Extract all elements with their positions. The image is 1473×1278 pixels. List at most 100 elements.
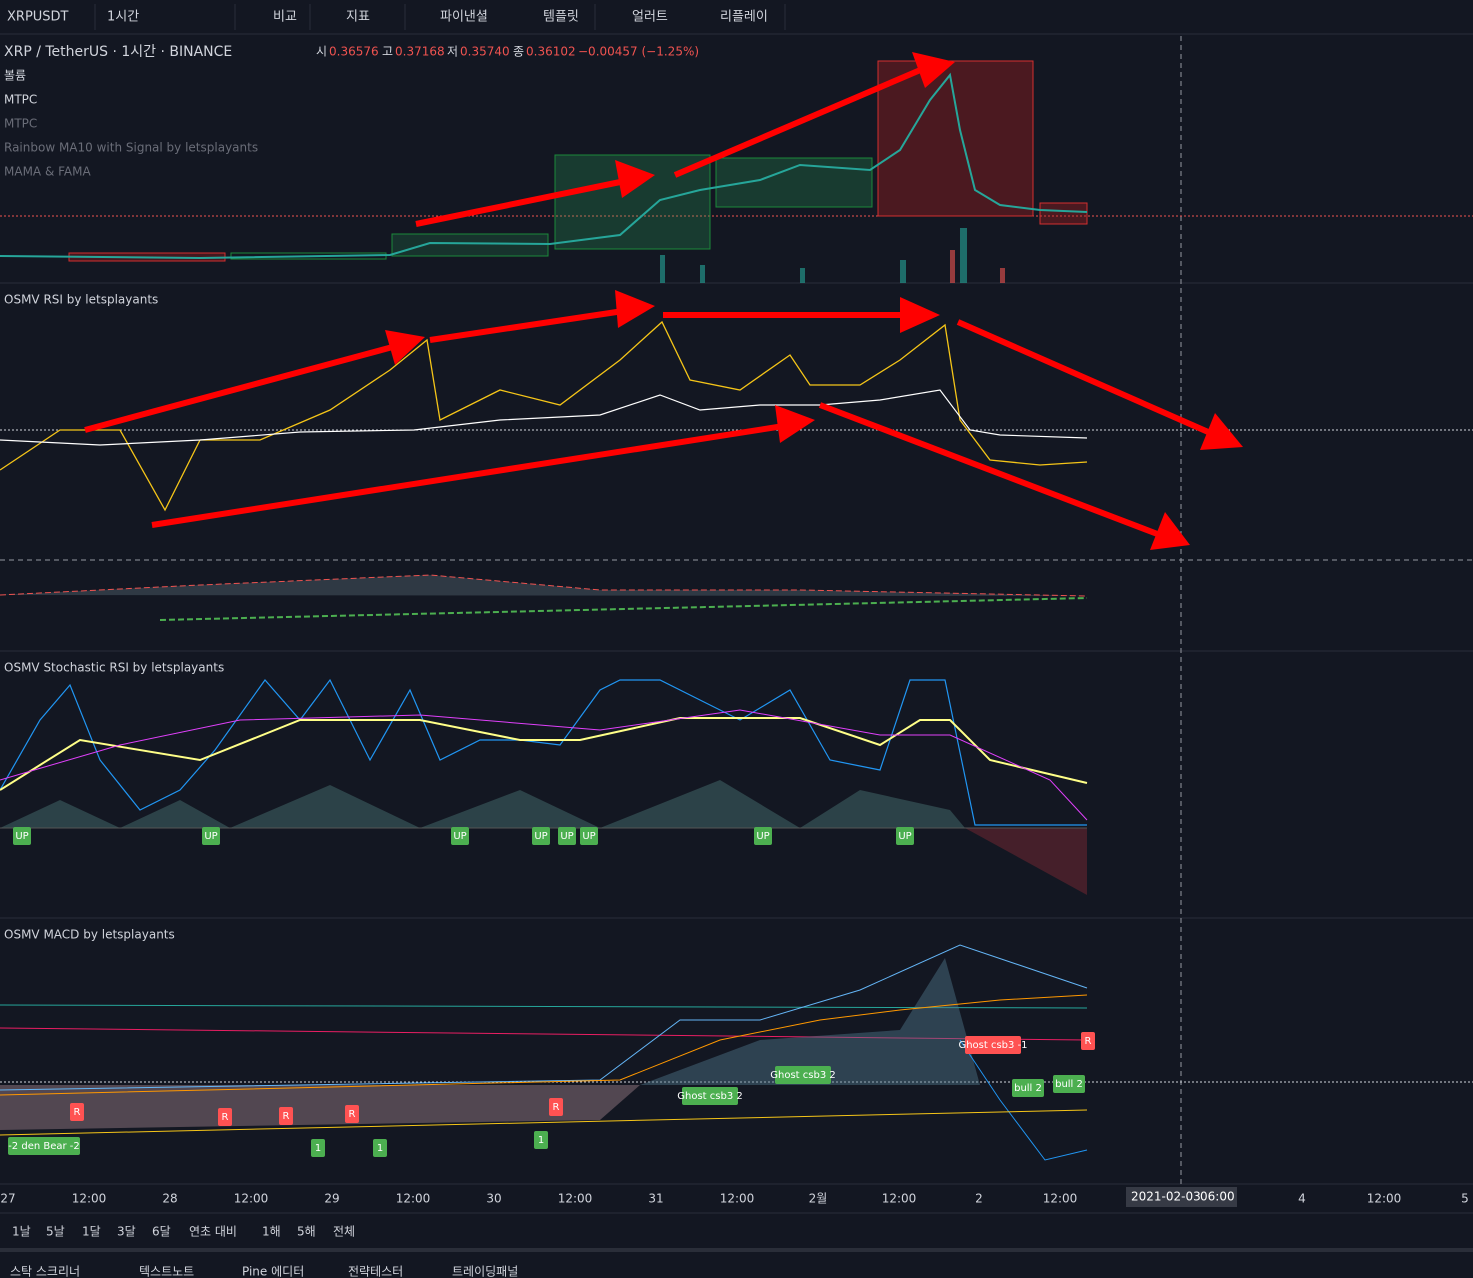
marker: UP (560, 831, 573, 842)
marker: R (1085, 1036, 1092, 1047)
toolbar-item[interactable]: 비교 (273, 10, 297, 25)
marker-bg (532, 827, 550, 845)
marker-bg (580, 827, 598, 845)
rsi-sub-trend (159, 597, 1088, 621)
marker: Ghost csb3 2 (677, 1091, 742, 1102)
time-label: 5 (1461, 1192, 1469, 1206)
rsi-sub (0, 574, 1088, 597)
time-label: 12:00 (72, 1192, 107, 1206)
time-label: 12:00 (558, 1192, 593, 1206)
marker-bg (549, 1098, 563, 1116)
arrowheads (385, 52, 1243, 550)
time-label: 2월 (809, 1192, 828, 1206)
marker: bull 2 (1014, 1083, 1042, 1094)
pane-borders (0, 282, 1473, 1252)
marker-bg (682, 1087, 738, 1105)
bottom-tab[interactable]: 텍스트노트 (139, 1265, 194, 1278)
marker: 1 (315, 1143, 321, 1154)
pane-title: OSMV Stochastic RSI by letsplayants (4, 661, 224, 675)
marker-bg (218, 1108, 232, 1126)
cursor-label-bg (1126, 1187, 1237, 1207)
range-button[interactable]: 1달 (82, 1225, 101, 1239)
marker-bg (775, 1066, 831, 1084)
range-button[interactable]: 전체 (333, 1225, 355, 1239)
marker-bg (558, 827, 576, 845)
marker-bg (373, 1139, 387, 1157)
range-button[interactable]: 1해 (262, 1225, 281, 1239)
time-label: 12:00 (396, 1192, 431, 1206)
range-button[interactable]: 3달 (117, 1225, 136, 1239)
marker-bg (8, 1137, 80, 1155)
range-button[interactable]: 연초 대비 (189, 1225, 237, 1239)
toolbar-item[interactable]: 지표 (346, 10, 370, 25)
marker: R (222, 1112, 229, 1123)
marker-bg (965, 1036, 1021, 1054)
interval[interactable]: 1시간 (107, 10, 139, 25)
marker: R (74, 1107, 81, 1118)
indicator: Rainbow MA10 with Signal by letsplayants (4, 141, 258, 155)
stoch-k (0, 678, 1087, 826)
marker-bg (345, 1105, 359, 1123)
time-label: 31 (648, 1192, 663, 1206)
stoch-hist (0, 780, 965, 828)
macd-hist-pos (640, 958, 980, 1085)
marker: UP (534, 831, 547, 842)
toolbar-item[interactable]: 템플릿 (543, 10, 579, 25)
legend-title: XRP / TetherUS · 1시간 · BINANCE (4, 44, 232, 60)
symbol[interactable]: XRPUSDT (7, 10, 69, 25)
bottom-tab[interactable]: 스탁 스크리너 (10, 1265, 80, 1278)
cursor-date: 2021-02-03 (1131, 1190, 1201, 1204)
ohlc-label: 고 (382, 45, 393, 59)
time-label: 12:00 (720, 1192, 755, 1206)
toolbar-separators (94, 4, 786, 30)
marker-bg (896, 827, 914, 845)
marker: Ghost csb3 -1 (958, 1040, 1027, 1051)
bottom-tab[interactable]: 전략테스터 (348, 1265, 403, 1278)
ohlc-value: 0.35740 (460, 45, 510, 59)
marker-bg (279, 1107, 293, 1125)
bottom-tab[interactable]: Pine 에디터 (242, 1265, 304, 1278)
marker-bg (70, 1103, 84, 1121)
macd-level2 (0, 1027, 1088, 1041)
bottom-tab[interactable]: 트레이딩패널 (452, 1265, 518, 1278)
toolbar-item[interactable]: 얼러트 (632, 10, 668, 25)
stoch-d (0, 717, 1088, 791)
time-label: 27 (0, 1192, 15, 1206)
macd-hist-neg (0, 1085, 640, 1130)
time-label: 12:00 (1367, 1192, 1402, 1206)
marker-bg (202, 827, 220, 845)
range-button[interactable]: 1날 (12, 1225, 31, 1239)
macd-fast (959, 1039, 1088, 1161)
marker: -2 den Bear -2 (8, 1141, 80, 1152)
signal-line (0, 994, 1088, 1096)
change: −0.00457 (−1.25%) (578, 45, 699, 59)
indicator: MTPC (4, 117, 37, 131)
toolbar-item[interactable]: 파이낸셜 (440, 10, 488, 25)
toolbar-item[interactable]: 리플레이 (720, 10, 768, 25)
rsi-ma (0, 389, 1088, 446)
range-button[interactable]: 5해 (297, 1225, 316, 1239)
marker-bg (311, 1139, 325, 1157)
zones (68, 60, 1088, 262)
ohlc-value: 0.37168 (395, 45, 445, 59)
time-label: 28 (162, 1192, 177, 1206)
marker: UP (898, 831, 911, 842)
indicator: 볼륨 (4, 69, 26, 83)
marker: R (349, 1109, 356, 1120)
ohlc-label: 종 (513, 45, 524, 59)
macd-level (0, 1004, 1088, 1009)
range-button[interactable]: 5날 (46, 1225, 65, 1239)
marker-bg (1012, 1079, 1044, 1097)
time-label: 29 (324, 1192, 339, 1206)
volume (660, 228, 1005, 283)
ohlc-label: 저 (447, 45, 458, 59)
range-button[interactable]: 6달 (152, 1225, 171, 1239)
macd-base (0, 1109, 1088, 1136)
marker: Ghost csb3 2 (770, 1070, 835, 1081)
time-label: 4 (1298, 1192, 1306, 1206)
time-label: 2 (975, 1192, 983, 1206)
stoch-signal (0, 709, 1088, 821)
marker: R (283, 1111, 290, 1122)
